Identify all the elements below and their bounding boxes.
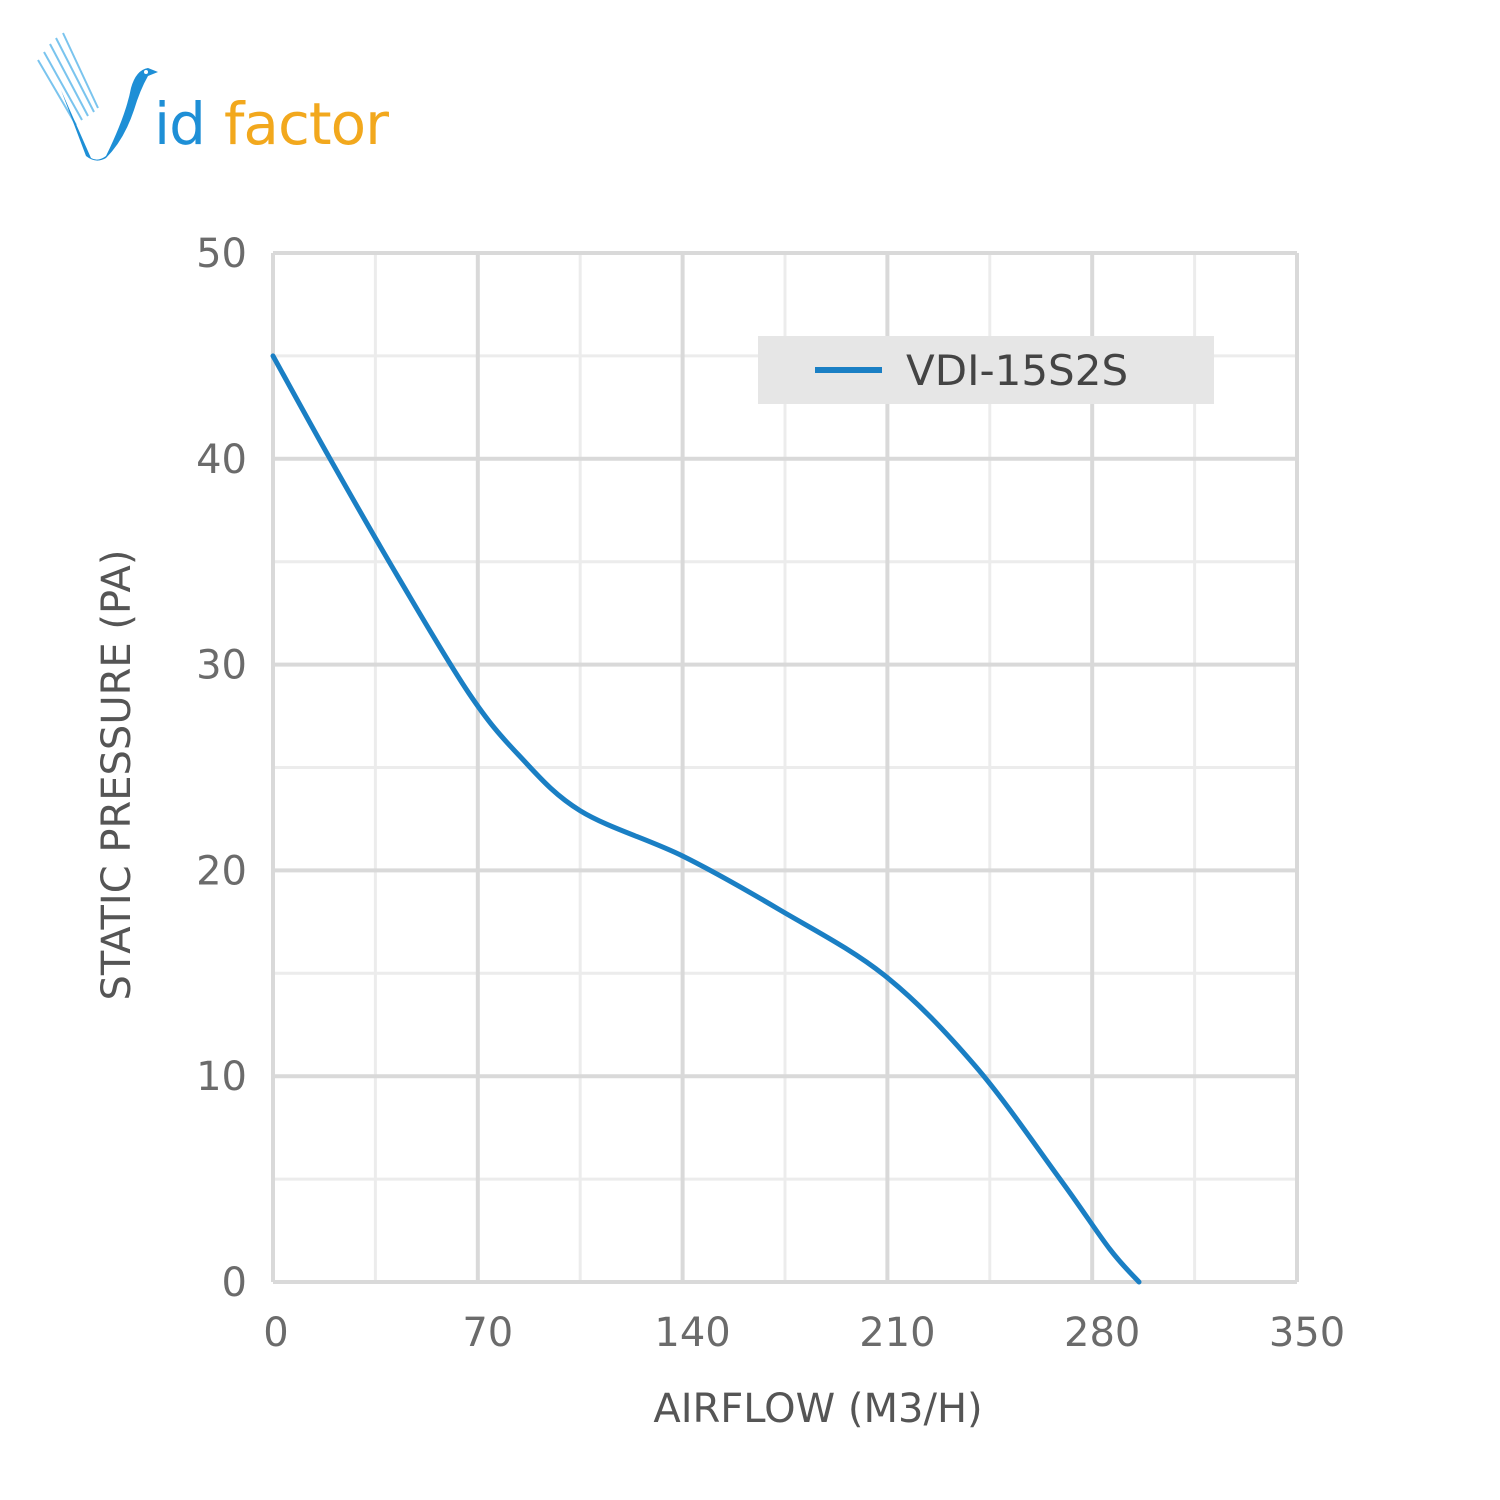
x-tick-label: 210 [859,1310,935,1356]
vidfactor-logo: id factor [36,30,389,165]
x-tick-label: 280 [1064,1310,1140,1356]
legend-label: VDI-15S2S [906,346,1128,395]
bird-v-logo-icon [37,32,158,161]
y-tick-label: 10 [196,1054,247,1100]
x-axis-title: AIRFLOW (M3/H) [653,1386,982,1432]
x-tick-label: 70 [462,1310,513,1356]
x-tick-label: 0 [263,1310,288,1356]
grid [271,251,1299,1284]
logo-text-id: id [154,90,206,158]
series-line-vdi-15s2s [270,353,1142,1285]
y-tick-label: 30 [196,643,247,689]
y-tick-label: 40 [196,437,247,483]
x-tick-labels: 0 70 140 210 280 350 [263,1310,1345,1356]
x-tick-label: 350 [1269,1310,1345,1356]
y-axis-title: STATIC PRESSURE (PA) [94,549,140,1000]
logo-text-factor: factor [224,90,389,158]
y-tick-labels: 0 10 20 30 40 50 [196,231,247,1306]
y-tick-label: 0 [222,1260,247,1306]
x-tick-label: 140 [654,1310,730,1356]
y-tick-label: 20 [196,848,247,894]
y-tick-label: 50 [196,231,247,277]
legend: VDI-15S2S [758,336,1214,404]
